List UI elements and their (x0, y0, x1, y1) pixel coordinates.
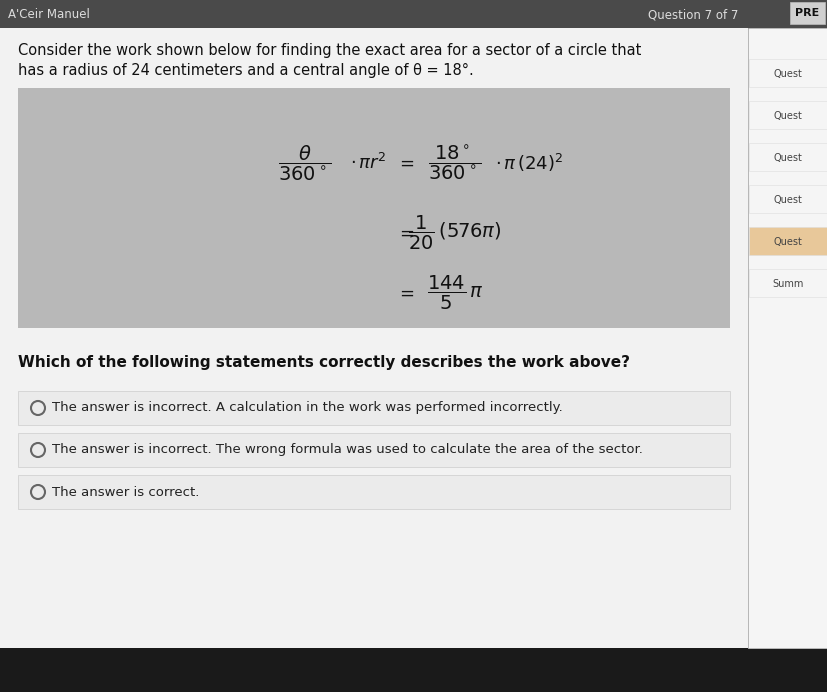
Text: Quest: Quest (772, 237, 801, 247)
Text: Quest: Quest (772, 69, 801, 79)
FancyBboxPatch shape (748, 143, 826, 171)
Text: PRE: PRE (794, 8, 818, 18)
FancyBboxPatch shape (748, 59, 826, 87)
Text: Consider the work shown below for finding the exact area for a sector of a circl: Consider the work shown below for findin… (18, 42, 641, 57)
Text: Question 7 of 7: Question 7 of 7 (647, 8, 737, 21)
FancyBboxPatch shape (18, 433, 729, 467)
FancyBboxPatch shape (747, 28, 827, 648)
Text: $\dfrac{144}{5}\,\pi$: $\dfrac{144}{5}\,\pi$ (426, 274, 483, 312)
FancyBboxPatch shape (18, 475, 729, 509)
Text: $\cdot\,\pi r^2$: $\cdot\,\pi r^2$ (350, 153, 386, 173)
Text: Quest: Quest (772, 153, 801, 163)
FancyBboxPatch shape (18, 88, 729, 328)
Text: $\dfrac{\theta}{360{^\circ}}$: $\dfrac{\theta}{360{^\circ}}$ (278, 143, 332, 183)
Text: has a radius of 24 centimeters and a central angle of θ = 18°.: has a radius of 24 centimeters and a cen… (18, 62, 473, 78)
Text: A'Ceir Manuel: A'Ceir Manuel (8, 8, 90, 21)
Text: Quest: Quest (772, 195, 801, 205)
FancyBboxPatch shape (18, 391, 729, 425)
Text: Summ: Summ (772, 279, 803, 289)
FancyBboxPatch shape (748, 227, 826, 255)
Text: Quest: Quest (772, 111, 801, 121)
Text: $\dfrac{1}{20}\,(576\pi)$: $\dfrac{1}{20}\,(576\pi)$ (408, 214, 501, 252)
Text: $=$: $=$ (395, 224, 414, 242)
Text: The answer is incorrect. A calculation in the work was performed incorrectly.: The answer is incorrect. A calculation i… (52, 401, 562, 415)
Text: $=$: $=$ (395, 284, 414, 302)
FancyBboxPatch shape (748, 185, 826, 213)
Text: $\dfrac{18{^\circ}}{360{^\circ}}$: $\dfrac{18{^\circ}}{360{^\circ}}$ (428, 143, 481, 183)
FancyBboxPatch shape (748, 101, 826, 129)
Text: $=$: $=$ (395, 154, 414, 172)
FancyBboxPatch shape (789, 2, 824, 24)
Text: Which of the following statements correctly describes the work above?: Which of the following statements correc… (18, 356, 629, 370)
FancyBboxPatch shape (0, 0, 827, 28)
FancyBboxPatch shape (748, 269, 826, 297)
Text: The answer is incorrect. The wrong formula was used to calculate the area of the: The answer is incorrect. The wrong formu… (52, 444, 642, 457)
Text: $\cdot\,\pi\,(24)^2$: $\cdot\,\pi\,(24)^2$ (495, 152, 562, 174)
FancyBboxPatch shape (0, 648, 827, 692)
FancyBboxPatch shape (0, 28, 747, 648)
Text: The answer is correct.: The answer is correct. (52, 486, 199, 498)
